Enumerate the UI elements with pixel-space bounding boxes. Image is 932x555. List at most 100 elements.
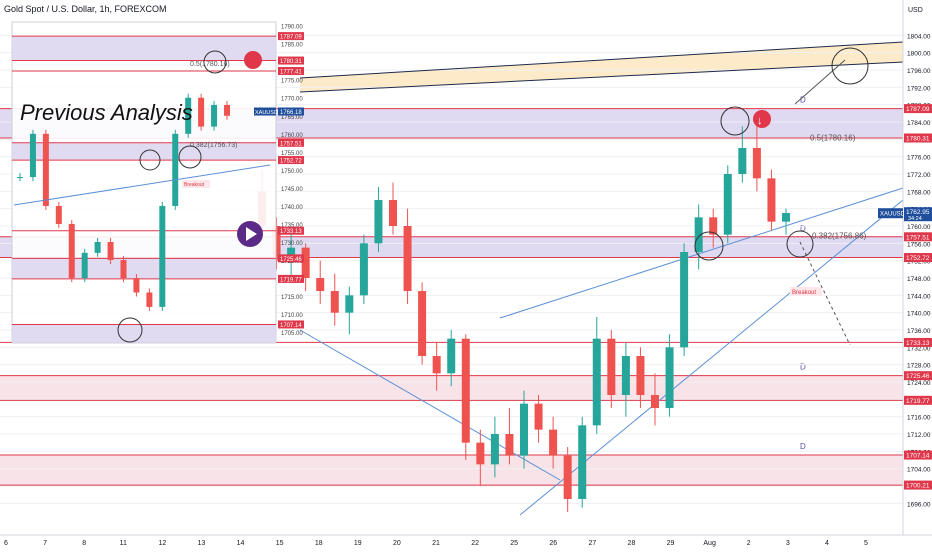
prev-breakout-label: Breakout bbox=[184, 182, 205, 188]
down-arrow-glyph: ↓ bbox=[757, 115, 763, 127]
y-tick-label: 1724.00 bbox=[907, 380, 931, 387]
prev-low-circle bbox=[117, 317, 143, 343]
prev-tick-label: 1770.00 bbox=[281, 97, 303, 103]
candle-body bbox=[403, 226, 412, 291]
prev-candle-body bbox=[120, 260, 127, 279]
prev-tick-label: 1765.00 bbox=[281, 115, 303, 121]
x-tick-label: 3 bbox=[786, 540, 790, 547]
channel-bottom-line bbox=[299, 61, 904, 93]
prev-retest-circle bbox=[178, 145, 202, 169]
y-tick-label: 1792.00 bbox=[907, 85, 931, 92]
retest-circle bbox=[786, 230, 814, 258]
x-tick-label: 18 bbox=[315, 540, 323, 547]
last-price-tag bbox=[904, 207, 932, 222]
candle-body bbox=[738, 148, 747, 174]
candle-body bbox=[272, 226, 281, 261]
x-tick-label: 28 bbox=[628, 540, 636, 547]
x-tick-label: 12 bbox=[158, 540, 166, 547]
y-tick-label: 1776.00 bbox=[907, 155, 931, 162]
prev-last-price-tag bbox=[278, 107, 304, 116]
prev-tick-label: 1705.00 bbox=[281, 331, 303, 337]
candle-body bbox=[345, 295, 354, 313]
projection-arrow-up bbox=[794, 59, 846, 105]
x-tick-label: 22 bbox=[471, 540, 479, 547]
candle-body bbox=[505, 434, 514, 456]
trendline-1 bbox=[499, 187, 904, 319]
prev-price-tag bbox=[278, 138, 304, 147]
candle-body bbox=[447, 338, 456, 374]
fib-label-05: 0.5(1780.16) bbox=[810, 134, 856, 143]
candle-body bbox=[709, 217, 718, 235]
prev-candle-body bbox=[224, 104, 230, 116]
prev-price-tag bbox=[278, 156, 304, 165]
prev-price-tag bbox=[278, 274, 304, 283]
prev-zone bbox=[12, 36, 276, 61]
projection-arrow-down bbox=[799, 241, 851, 346]
prev-tick-label: 1760.00 bbox=[281, 133, 303, 139]
candle-body bbox=[316, 278, 325, 291]
play-triangle bbox=[246, 227, 257, 241]
prev-zone bbox=[12, 324, 276, 343]
y-tick-label: 1800.00 bbox=[907, 51, 931, 58]
price-tag-text: 1780.31 bbox=[906, 135, 930, 142]
prev-fib-0382: 0.382(1756.73) bbox=[190, 142, 237, 149]
candle-body bbox=[752, 148, 761, 179]
candle-body bbox=[519, 403, 529, 456]
candle-body bbox=[534, 403, 543, 430]
target-zone-orange bbox=[300, 42, 903, 92]
candle-body bbox=[330, 291, 339, 313]
trendline-3 bbox=[299, 329, 561, 481]
prev-fib-05: 0.5(1780.16) bbox=[190, 61, 230, 68]
prev-candle-body bbox=[172, 133, 179, 206]
x-tick-label: 13 bbox=[198, 540, 206, 547]
prev-tick-label: 1735.00 bbox=[281, 223, 303, 229]
y-tick-label: 1744.00 bbox=[907, 293, 931, 300]
last-price-countdown: 34:24 bbox=[908, 216, 922, 222]
fib-label-0382: 0.382(1756.86) bbox=[812, 232, 867, 241]
x-tick-label: 19 bbox=[354, 540, 362, 547]
y-tick-label: 1736.00 bbox=[907, 328, 931, 335]
candle-body bbox=[636, 356, 645, 395]
prev-support-circle bbox=[139, 149, 161, 171]
prev-candle-body bbox=[198, 97, 205, 127]
price-tag-text: 1700.21 bbox=[906, 483, 930, 490]
prev-target-circle bbox=[203, 50, 227, 74]
price-tag-text: 1719.77 bbox=[906, 398, 930, 405]
x-tick-label: 8 bbox=[82, 540, 86, 547]
y-tick-label: 1748.00 bbox=[907, 276, 931, 283]
candle-body bbox=[388, 200, 398, 226]
candle-body bbox=[461, 338, 470, 443]
prev-candle-body bbox=[94, 242, 101, 253]
support-circle bbox=[694, 231, 724, 261]
prev-candle-body bbox=[81, 252, 88, 279]
y-tick-label: 1696.00 bbox=[907, 501, 931, 508]
y-tick-label: 1784.00 bbox=[907, 120, 931, 127]
prev-price-tag-text: 1719.77 bbox=[280, 277, 302, 283]
prev-candle-body bbox=[42, 133, 49, 206]
y-tick-label: 1768.00 bbox=[907, 189, 931, 196]
x-tick-label: 7 bbox=[43, 540, 47, 547]
candle-body bbox=[680, 252, 689, 348]
y-tick-label: 1712.00 bbox=[907, 432, 931, 439]
candle-body bbox=[287, 247, 296, 261]
candle-body bbox=[549, 429, 558, 456]
x-tick-label: 27 bbox=[588, 540, 596, 547]
y-tick-label: 1756.00 bbox=[907, 241, 931, 248]
prev-price-tag-text: 1787.09 bbox=[280, 35, 302, 41]
prev-price-tag-text: 1725.46 bbox=[280, 257, 302, 263]
price-tag bbox=[904, 395, 932, 405]
y-tick-label: 1704.00 bbox=[907, 467, 931, 474]
prev-last-price-symbol-text: XAUUSD bbox=[255, 110, 278, 116]
time-axis: 6 7 8 11 12 13 14 15 18 19 20 21 22 25 26 27 28 29 Aug 2 3 4 5 bbox=[0, 534, 932, 547]
prev-candle-body bbox=[55, 205, 62, 224]
prev-price-tag-text: 1733.13 bbox=[280, 229, 302, 235]
y-tick-label: 1732.00 bbox=[907, 345, 931, 352]
prev-candle-body bbox=[68, 223, 75, 279]
channel-top-line bbox=[299, 41, 904, 79]
y-tick-label: 1772.00 bbox=[907, 172, 931, 179]
prev-price-tag-text: 1777.41 bbox=[280, 70, 302, 76]
prev-candle-body bbox=[17, 177, 23, 179]
x-tick-label: 5 bbox=[864, 540, 868, 547]
overlay-layer: 0.5(1780.16) 0.382(1756.86) Breakout ↓ bbox=[694, 47, 869, 346]
